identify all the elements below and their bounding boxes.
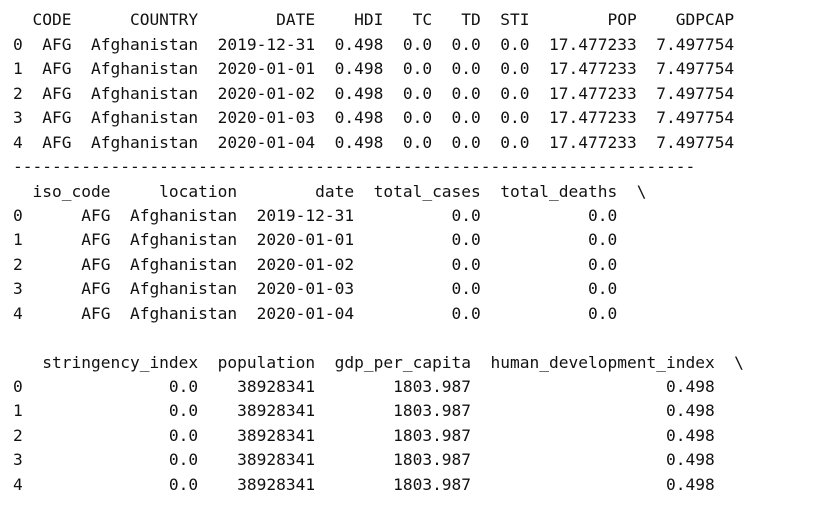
table3-row: 1 0.0 38928341 1803.987 0.498 <box>13 401 715 420</box>
table2-header: iso_code location date total_cases total… <box>13 182 647 201</box>
table2-row: 0 AFG Afghanistan 2019-12-31 0.0 0.0 <box>13 206 618 225</box>
table1-row: 4 AFG Afghanistan 2020-01-04 0.498 0.0 0… <box>13 133 735 152</box>
table1-row: 0 AFG Afghanistan 2019-12-31 0.498 0.0 0… <box>13 35 735 54</box>
table1-header: CODE COUNTRY DATE HDI TC TD STI POP GDPC… <box>13 10 735 29</box>
table2-row: 3 AFG Afghanistan 2020-01-03 0.0 0.0 <box>13 279 618 298</box>
table1-row: 2 AFG Afghanistan 2020-01-02 0.498 0.0 0… <box>13 84 735 103</box>
table3-row: 2 0.0 38928341 1803.987 0.498 <box>13 426 715 445</box>
separator-line: ----------------------------------------… <box>13 157 696 176</box>
table3-row: 4 0.0 38928341 1803.987 0.498 <box>13 475 715 494</box>
table3-header: stringency_index population gdp_per_capi… <box>13 353 744 372</box>
table3-row: 0 0.0 38928341 1803.987 0.498 <box>13 377 715 396</box>
table1-row: 3 AFG Afghanistan 2020-01-03 0.498 0.0 0… <box>13 108 735 127</box>
table3-row: 3 0.0 38928341 1803.987 0.498 <box>13 450 715 469</box>
table2-row: 1 AFG Afghanistan 2020-01-01 0.0 0.0 <box>13 230 618 249</box>
table1-row: 1 AFG Afghanistan 2020-01-01 0.498 0.0 0… <box>13 59 735 78</box>
table2-row: 4 AFG Afghanistan 2020-01-04 0.0 0.0 <box>13 304 618 323</box>
table2-row: 2 AFG Afghanistan 2020-01-02 0.0 0.0 <box>13 255 618 274</box>
